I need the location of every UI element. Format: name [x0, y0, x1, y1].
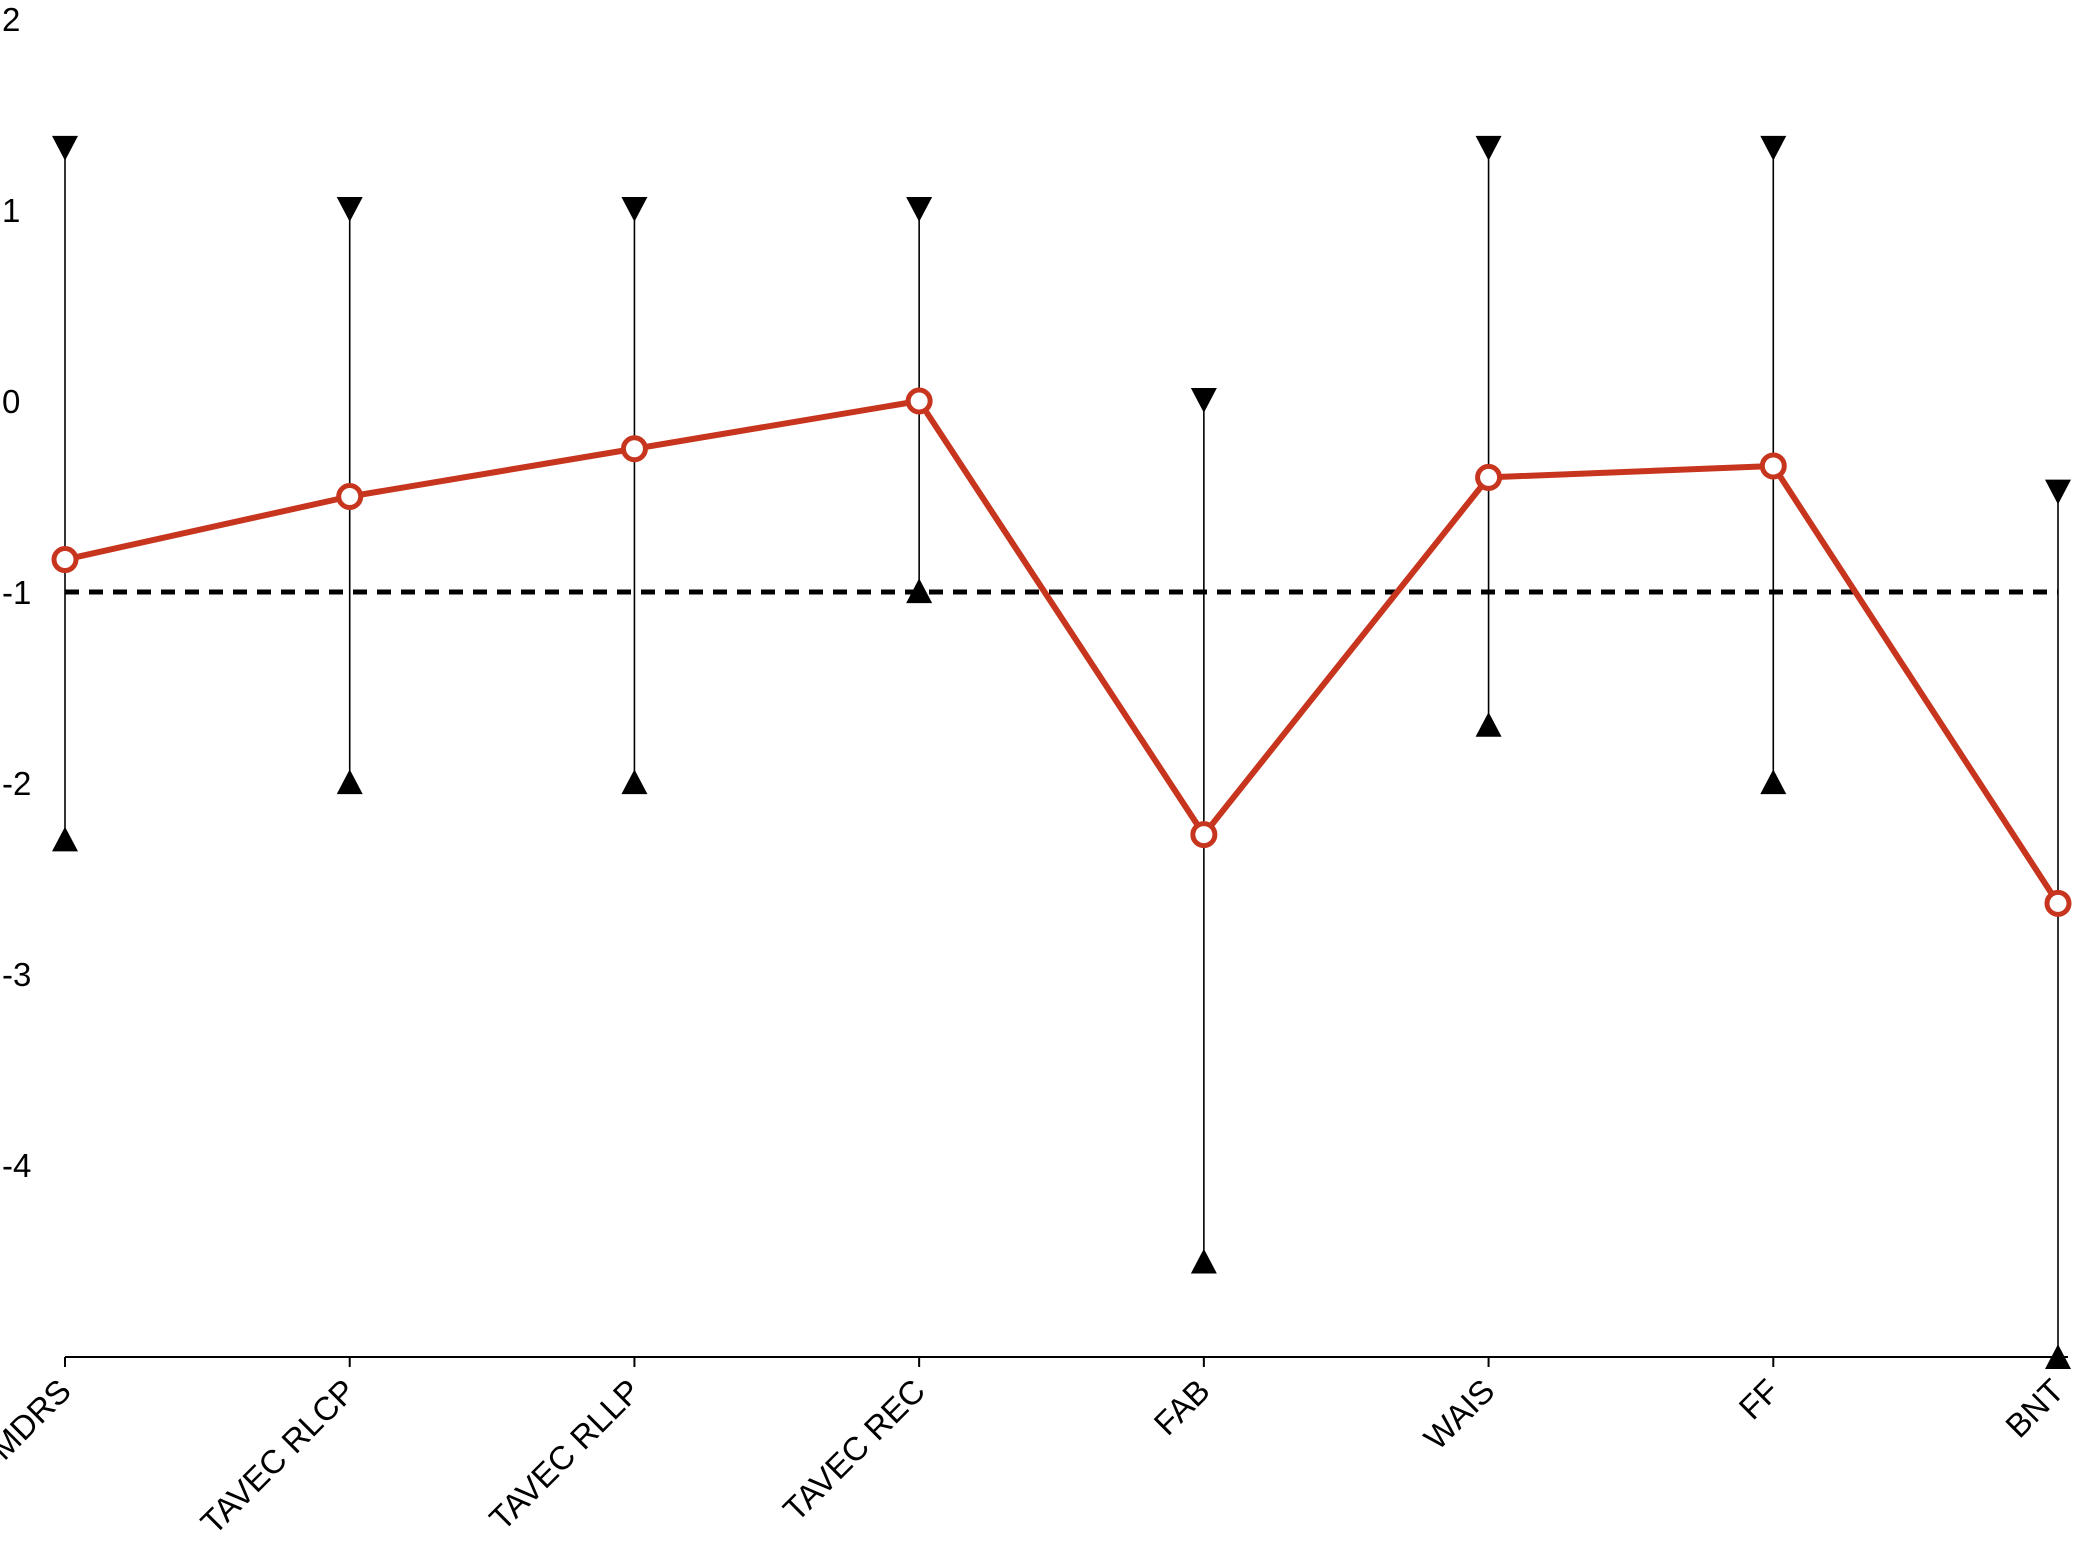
range-lower-marker: [1190, 1248, 1217, 1274]
y-tick-label: -1: [2, 574, 31, 611]
data-point: [620, 435, 648, 463]
range-lower-marker: [621, 769, 648, 795]
x-tick-label: MDRS: [0, 1372, 78, 1467]
x-tick-label: FAB: [1147, 1372, 1217, 1442]
y-tick-label: -2: [2, 765, 31, 802]
range-lower-marker: [906, 578, 933, 604]
x-tick-label: TAVEC REC: [776, 1372, 932, 1528]
data-point: [1190, 821, 1218, 849]
x-tick-label: TAVEC RLCP: [193, 1372, 362, 1541]
x-tick-label: FF: [1732, 1372, 1787, 1427]
range-upper-marker: [1475, 135, 1502, 161]
range-lower-marker: [336, 769, 363, 795]
range-bars: [52, 135, 2071, 1369]
x-axis: MDRS TAVEC RLCP TAVEC RLLP TAVEC REC FAB WAIS…: [0, 1356, 2071, 1541]
y-tick-label: -4: [2, 1147, 31, 1184]
y-tick-label: -3: [2, 956, 31, 993]
x-tick-label: TAVEC RLLP: [482, 1372, 647, 1537]
data-point: [1759, 452, 1787, 480]
series-line: [64, 398, 2061, 905]
range-upper-marker: [52, 135, 78, 161]
data-point: [1475, 463, 1503, 491]
range-upper-marker: [621, 197, 648, 222]
y-axis-tick-labels: 2 1 0 -1 -2 -3 -4: [2, 1, 31, 1184]
range-upper-marker: [336, 197, 363, 222]
range-upper-marker: [2045, 479, 2071, 505]
y-tick-label: 2: [2, 1, 20, 38]
data-point: [2044, 889, 2072, 917]
x-tick-label: BNT: [1998, 1372, 2071, 1445]
data-point: [51, 546, 79, 574]
range-upper-marker: [1190, 388, 1217, 413]
data-point: [905, 387, 933, 415]
series-group: [51, 387, 2072, 917]
range-lower-marker: [52, 826, 78, 852]
data-point: [336, 483, 364, 510]
range-lower-marker: [1475, 712, 1502, 737]
y-tick-label: 1: [2, 192, 20, 229]
range-lower-marker: [1760, 769, 1787, 795]
range-upper-marker: [906, 197, 933, 222]
x-tick-label: WAIS: [1417, 1372, 1502, 1457]
range-upper-marker: [1760, 135, 1787, 161]
y-tick-label: 0: [2, 383, 20, 420]
